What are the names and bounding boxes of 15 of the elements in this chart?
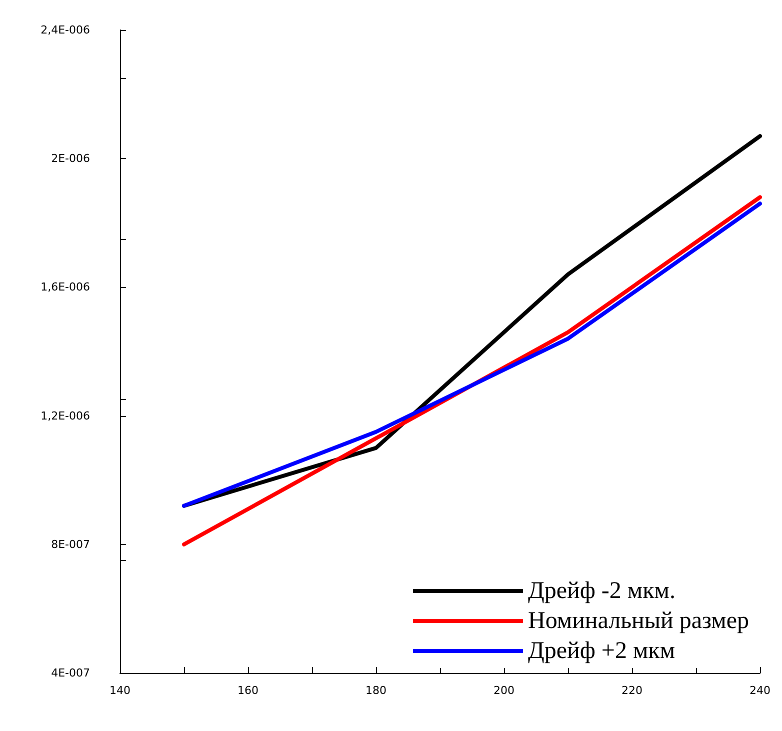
x-tick-label: 160 xyxy=(238,684,258,697)
y-tick-label: 2,4E-006 xyxy=(40,24,90,36)
x-tick-label: 180 xyxy=(366,684,386,697)
y-tick-label: 1,2E-006 xyxy=(40,409,90,422)
legend-label: Номинальный размер xyxy=(528,608,750,634)
y-tick-label: 8E-007 xyxy=(51,538,90,551)
x-tick-label: 200 xyxy=(494,684,514,697)
x-tick-label: 220 xyxy=(622,684,642,697)
y-tick-label: 1,6E-006 xyxy=(40,280,90,294)
x-tick-label: 140 xyxy=(110,684,130,697)
y-tick-label: 2E-006 xyxy=(51,152,90,166)
legend-label: Дрейф +2 мкм xyxy=(528,638,676,664)
x-tick-label: 240 xyxy=(750,684,770,697)
y-tick-label: 4E-007 xyxy=(51,666,90,680)
legend-label: Дрейф -2 мкм. xyxy=(528,578,676,604)
